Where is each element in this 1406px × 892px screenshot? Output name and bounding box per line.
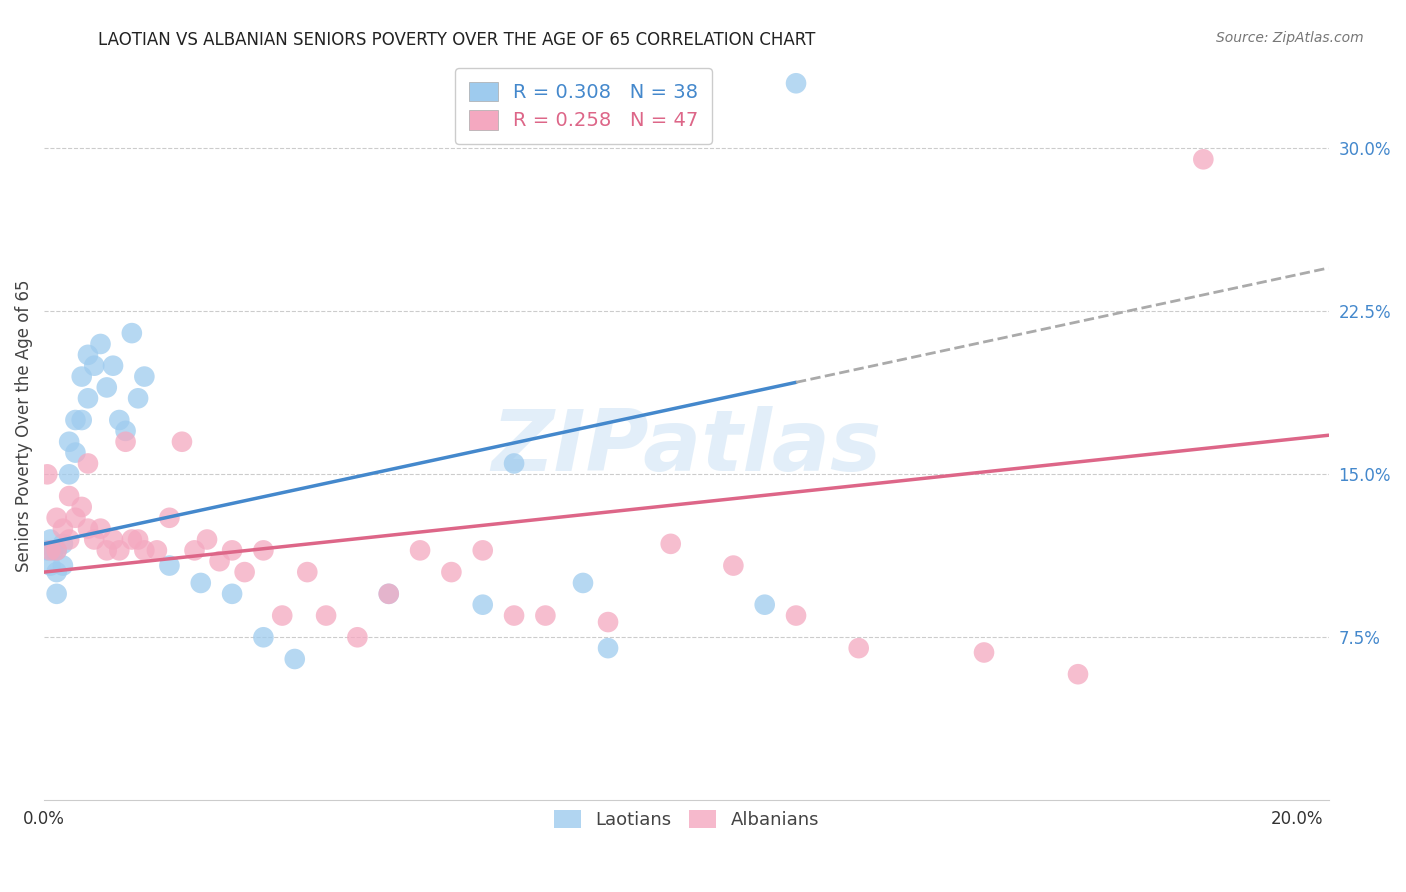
Point — [108, 543, 131, 558]
Point — [42, 543, 65, 558]
Point — [39, 533, 62, 547]
Text: Source: ZipAtlas.com: Source: ZipAtlas.com — [1216, 31, 1364, 45]
Point — [114, 424, 136, 438]
Point — [208, 554, 231, 568]
Point — [973, 645, 995, 659]
Text: ZIPatlas: ZIPatlas — [491, 407, 882, 490]
Point — [77, 348, 100, 362]
Point — [77, 392, 100, 406]
Point — [45, 543, 67, 558]
Point — [77, 457, 100, 471]
Point — [114, 434, 136, 449]
Point — [785, 76, 807, 90]
Point — [723, 558, 745, 573]
Point — [121, 326, 143, 340]
Point — [146, 543, 169, 558]
Point — [572, 576, 595, 591]
Point — [785, 608, 807, 623]
Point — [284, 652, 307, 666]
Point — [101, 533, 124, 547]
Point — [52, 537, 75, 551]
Point — [183, 543, 205, 558]
Y-axis label: Seniors Poverty Over the Age of 65: Seniors Poverty Over the Age of 65 — [15, 279, 32, 572]
Point — [315, 608, 337, 623]
Point — [848, 641, 870, 656]
Text: LAOTIAN VS ALBANIAN SENIORS POVERTY OVER THE AGE OF 65 CORRELATION CHART: LAOTIAN VS ALBANIAN SENIORS POVERTY OVER… — [98, 31, 815, 49]
Point — [127, 392, 149, 406]
Point — [70, 500, 93, 514]
Point — [45, 587, 67, 601]
Point — [39, 543, 62, 558]
Point — [89, 337, 111, 351]
Point — [409, 543, 432, 558]
Point — [221, 587, 243, 601]
Point — [754, 598, 776, 612]
Point — [195, 533, 218, 547]
Point — [440, 565, 463, 579]
Point — [346, 630, 368, 644]
Point — [52, 558, 75, 573]
Point — [233, 565, 256, 579]
Legend: Laotians, Albanians: Laotians, Albanians — [547, 803, 827, 836]
Point — [101, 359, 124, 373]
Point — [1192, 153, 1215, 167]
Point — [65, 413, 87, 427]
Point — [65, 510, 87, 524]
Point — [471, 543, 494, 558]
Point — [252, 543, 274, 558]
Point — [159, 510, 181, 524]
Point — [659, 537, 682, 551]
Point — [377, 587, 399, 601]
Point — [70, 369, 93, 384]
Point — [83, 359, 105, 373]
Point — [297, 565, 319, 579]
Point — [45, 543, 67, 558]
Point — [96, 543, 118, 558]
Point — [77, 522, 100, 536]
Point — [65, 445, 87, 459]
Point — [58, 467, 80, 482]
Point — [170, 434, 193, 449]
Point — [108, 413, 131, 427]
Point — [471, 598, 494, 612]
Point — [134, 543, 156, 558]
Point — [1067, 667, 1090, 681]
Point — [377, 587, 399, 601]
Point — [52, 522, 75, 536]
Point — [190, 576, 212, 591]
Point — [121, 533, 143, 547]
Point — [134, 369, 156, 384]
Point — [596, 615, 619, 629]
Point — [45, 565, 67, 579]
Point — [503, 457, 526, 471]
Point — [58, 533, 80, 547]
Point — [534, 608, 557, 623]
Point — [37, 543, 59, 558]
Point — [37, 467, 59, 482]
Point — [271, 608, 294, 623]
Point — [252, 630, 274, 644]
Point — [83, 533, 105, 547]
Point — [58, 434, 80, 449]
Point — [45, 510, 67, 524]
Point — [159, 558, 181, 573]
Point — [221, 543, 243, 558]
Point — [127, 533, 149, 547]
Point — [596, 641, 619, 656]
Point — [58, 489, 80, 503]
Point — [503, 608, 526, 623]
Point — [96, 380, 118, 394]
Point — [39, 558, 62, 573]
Point — [70, 413, 93, 427]
Point — [89, 522, 111, 536]
